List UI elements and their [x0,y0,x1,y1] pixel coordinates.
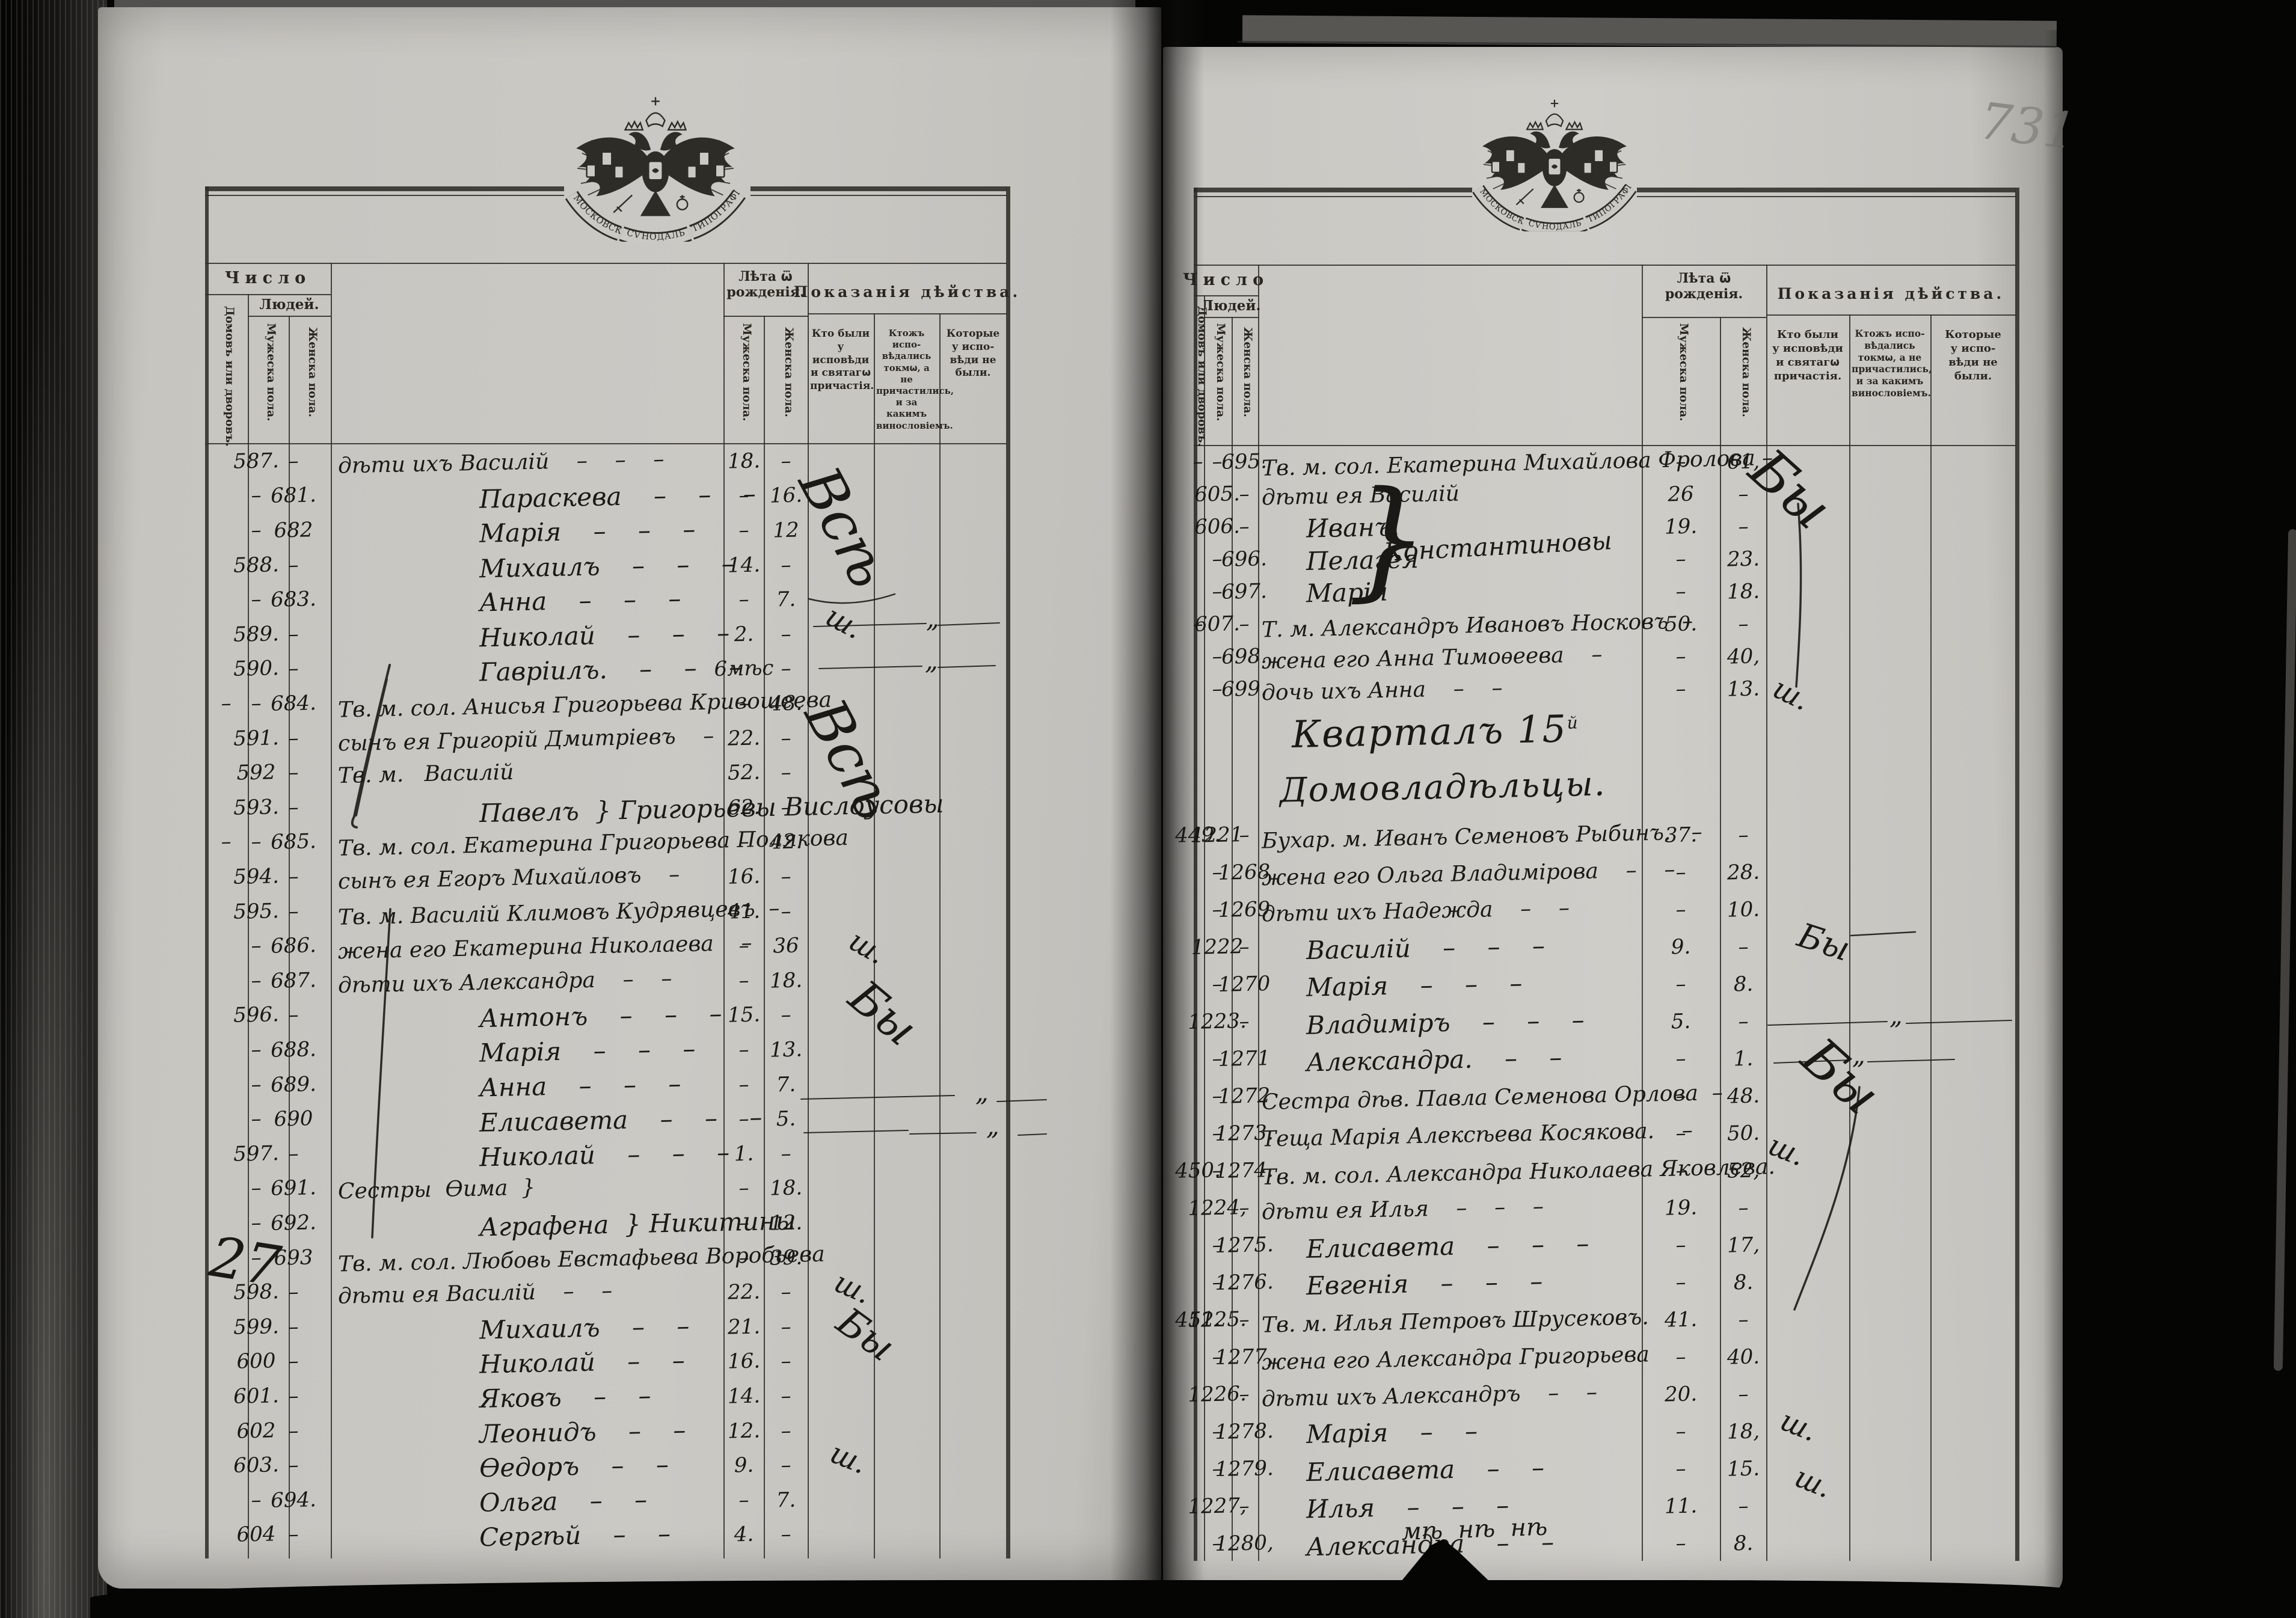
table-rule [1720,317,1721,1561]
ink-stroke [1767,1020,2012,1026]
table-rule [1642,265,1643,1561]
table-rule [1194,265,2016,266]
table-rule [1194,295,1258,296]
table-rule [1930,314,1932,1561]
ink-annotation: „ [975,1077,989,1107]
table-rule [1006,186,1010,1558]
table-rule [1194,445,2016,446]
ink-stroke [800,1095,1047,1102]
table-rule [1637,196,2016,197]
table-rule [205,195,564,196]
column-header-pok3: Которые у испо- вѣди не были. [1945,328,2001,383]
ink-stroke [351,664,391,829]
header-number-group: Число [224,269,312,287]
table-rule [723,316,808,317]
ink-stroke [813,622,1000,627]
table-rule [205,294,331,295]
right-page [1163,47,2063,1595]
table-rule [939,313,941,1558]
table-rule [1204,295,1205,1561]
ink-annotation: } [1347,463,1429,614]
table-rule [1258,265,1259,1561]
ink-annotation: „ [986,1111,999,1141]
table-rule [764,316,765,1558]
ink-stroke [1850,931,1917,937]
ink-stroke [371,908,391,1239]
table-rule [2015,188,2019,1561]
table-rule [808,313,1007,314]
ink-stroke [1773,1059,1955,1064]
column-header-pok3: Которые у испо- вѣди не были. [946,328,1000,379]
left-page [98,7,1161,1589]
table-rule [750,186,1007,191]
header-age-group: Лѣта ѿ рожденія. [1665,271,1743,302]
ink-stroke [818,665,996,669]
header-age-group: Лѣта ѿ рожденія. [726,269,805,301]
ink-annotation: „ [925,646,938,675]
table-rule [1204,317,1258,318]
ink-annotation: „ [1852,1040,1865,1070]
column-header-pok2: Ктожъ испо- вѣдались токмѡ, а не причаст… [876,328,954,431]
column-header-pok1: Кто были у исповѣди и святагѡ причастія. [810,328,874,392]
table-rule [1194,196,1472,197]
table-rule [1766,265,1767,1561]
ink-stroke [1795,503,1802,688]
table-rule [289,316,290,1558]
table-rule [1637,188,2016,192]
header-deeds-group: Показанія дѣйства. [793,283,1021,301]
ink-stroke [1793,1086,1861,1311]
underlying-page-edge-top-left [114,0,1135,8]
column-header-pok1: Кто были у исповѣди и святагѡ причастія. [1772,328,1843,383]
ink-annotation: „ [1889,1001,1903,1030]
ink-stroke [803,1130,1047,1136]
ink-annotation: „ [926,604,939,633]
table-rule [205,186,209,1558]
header-people: Людей. [1201,298,1261,314]
header-deeds-group: Показанія дѣйства. [1777,285,2005,302]
table-rule [1766,314,2016,316]
header-people: Людей. [259,296,319,313]
table-rule [750,195,1007,196]
table-rule [205,263,1007,264]
book-spine-page-stack [0,0,107,1618]
table-rule [1232,317,1233,1561]
table-rule [723,263,725,1558]
table-rule [1194,188,1472,192]
table-rule [1849,314,1850,1561]
table-rule [808,263,809,1558]
table-rule [1642,317,1766,318]
ink-stroke [808,593,896,604]
table-rule [248,294,249,1558]
column-header-pok2: Ктожъ испо- вѣдались токмѡ, а не причаст… [1852,328,1932,399]
table-rule [205,443,1007,444]
table-rule [874,313,875,1558]
table-rule [331,263,332,1558]
table-rule [205,186,564,191]
